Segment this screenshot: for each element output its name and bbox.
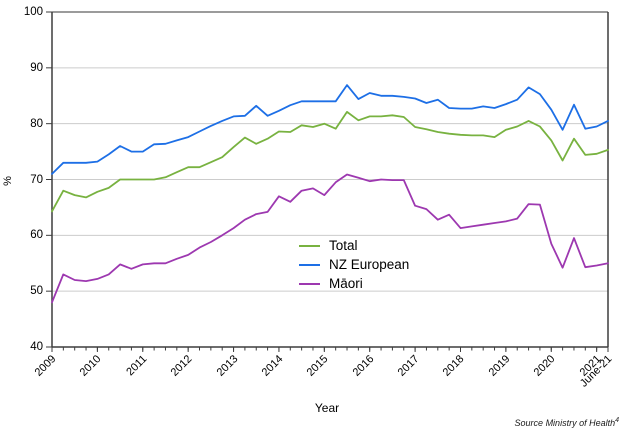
legend-item-total: Total: [299, 236, 409, 255]
legend-swatch: [299, 282, 320, 285]
y-tick-label-40: 40: [30, 341, 43, 353]
y-tick-label-80: 80: [30, 117, 43, 130]
y-axis-title: %: [2, 176, 14, 186]
legend-swatch: [299, 263, 320, 266]
legend: Total NZ European Māori: [299, 236, 409, 293]
legend-item-nz-european: NZ European: [299, 255, 409, 274]
y-tick-label-50: 50: [30, 285, 43, 298]
y-tick-label-90: 90: [30, 61, 43, 74]
source-note-text: Source Ministry of Health: [514, 418, 616, 428]
legend-item-m-ori: Māori: [299, 274, 409, 293]
legend-label: Total: [329, 238, 358, 253]
series-line-m-ori: [51, 173, 609, 304]
y-tick-label-70: 70: [30, 173, 43, 186]
x-axis-title: Year: [314, 401, 340, 415]
y-tick-label-100: 100: [23, 6, 43, 18]
legend-label: NZ European: [329, 257, 410, 272]
series-line-nz-european: [51, 84, 609, 175]
y-tick-label-60: 60: [30, 229, 43, 242]
source-note-superscript: 4: [615, 417, 619, 424]
legend-swatch: [299, 244, 320, 247]
source-note: Source Ministry of Health4: [515, 417, 619, 428]
legend-label: Māori: [329, 276, 363, 291]
series-line-total: [51, 111, 609, 213]
